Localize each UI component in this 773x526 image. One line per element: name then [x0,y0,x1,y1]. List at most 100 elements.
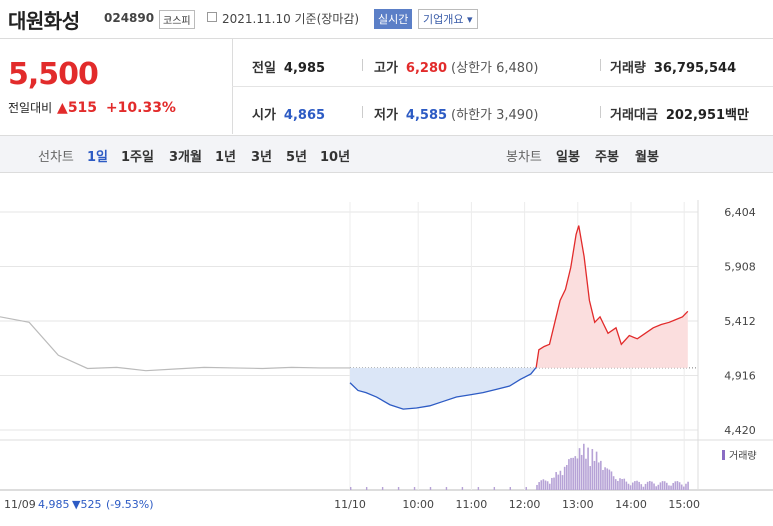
series-line-prev-day [0,316,350,372]
x-tick-label: 11:00 [456,498,488,511]
stats-divider [232,86,773,87]
stat-prev: 전일 4,985 [252,57,325,76]
volume-bar [477,487,480,490]
volume-bar [574,456,577,490]
tab-3y[interactable]: 3년 [251,150,273,165]
volume-bar [636,480,638,490]
volume-bar [648,480,651,490]
volume-bar [640,484,643,490]
volume-bar [661,481,664,490]
volume-bar [612,476,615,490]
stat-low-value: 4,585 [405,108,448,123]
stat-open: 시가 4,865 [252,104,325,123]
stat-amount-value: 202,951백만 [665,108,749,123]
x-tick-label: 15:00 [668,498,700,511]
volume-bar [555,472,557,490]
company-info-dropdown[interactable]: 기업개요 ▾ [418,9,478,29]
volume-bar [621,479,623,490]
volume-bar [685,483,687,490]
x-tick-label: 14:00 [615,498,647,511]
volume-bar [461,487,464,490]
tab-1y[interactable]: 1년 [215,150,237,165]
volume-bar [365,487,368,490]
volume-bar [634,481,636,490]
price-box: 5,500 전일대비 ▲515 +10.33% [0,39,233,134]
volume-bar [683,486,685,490]
series-line-today-up [535,225,689,368]
volume-bar [559,470,562,490]
volume-bar [551,477,553,490]
volume-bar [674,481,677,490]
volume-bar [663,481,666,490]
current-price: 5,500 [8,57,99,92]
y-tick-label: 4,916 [724,370,756,383]
stat-open-value: 4,865 [283,108,326,123]
volume-bar [548,483,551,490]
tab-3m[interactable]: 3개월 [169,150,202,165]
stat-prev-value: 4,985 [283,61,326,76]
volume-bar [614,479,617,490]
volume-bar [659,482,662,490]
y-tick-label: 4,420 [724,424,756,437]
series-line-today-down [349,366,537,410]
volume-bar [538,482,540,490]
volume-bar [623,478,626,490]
volume-bar [676,481,679,490]
area-below-prev-close [350,367,688,410]
stat-volume-value: 36,795,544 [653,61,737,76]
volume-bar [625,481,628,490]
stock-name: 대원화성 [8,9,80,33]
x-tick-label: 10:00 [402,498,434,511]
volume-bar [638,481,640,490]
volume-bar [583,443,585,490]
y-tick-label: 5,908 [724,261,756,274]
tab-10y[interactable]: 10년 [320,150,351,165]
volume-bar [680,484,683,490]
prev-day-pct: (-9.53%) [106,498,154,511]
volume-bar [604,467,606,490]
base-date: 2021.11.10 기준(장마감) [222,12,360,26]
tab-monthly[interactable]: 월봉 [635,150,659,165]
realtime-button[interactable]: 실시간 [374,9,413,29]
change-label: 전일대비 [8,101,53,115]
stat-high-label: 고가 [374,61,398,76]
volume-bar [413,487,416,490]
volume-bar [585,458,587,490]
volume-bar [595,451,598,490]
prev-day-change: ▼525 [72,498,101,511]
volume-bar [589,466,591,490]
stock-header: 대원화성 024890 코스피 2021.11.10 기준(장마감) 실시간 기… [0,0,773,39]
volume-bar [568,459,570,490]
volume-bar [651,481,653,490]
volume-bar [563,466,566,490]
volume-bar [627,483,630,490]
stat-volume-label: 거래량 [610,61,646,76]
tab-1w[interactable]: 1주일 [121,150,154,165]
volume-bar [578,448,581,490]
tab-5y[interactable]: 5년 [286,150,308,165]
tab-1d[interactable]: 1일 [87,150,109,165]
x-tick-label: 13:00 [562,498,594,511]
volume-bar [536,484,538,490]
volume-bar [653,483,655,490]
volume-bar [429,487,432,490]
tab-daily[interactable]: 일봉 [556,150,580,165]
volume-legend-swatch [722,450,725,460]
volume-bar [509,487,511,490]
calendar-icon [207,12,217,22]
volume-bar [587,447,589,490]
stock-code: 024890 [104,11,155,25]
stat-low: 저가 4,585 (하한가 3,490) [374,104,538,123]
stat-low-label: 저가 [374,108,398,123]
volume-bar [493,487,496,490]
x-tick-label: 11/10 [334,498,366,511]
prev-day-label: 11/09 [4,498,36,511]
volume-bar [655,486,657,490]
tab-weekly[interactable]: 주봉 [595,150,619,165]
stat-high: 고가 6,280 (상한가 6,480) [374,57,538,76]
prev-day-close: 4,985 [38,498,70,511]
volume-bar [678,482,681,490]
volume-bar [646,481,649,490]
volume-bar [572,457,574,490]
